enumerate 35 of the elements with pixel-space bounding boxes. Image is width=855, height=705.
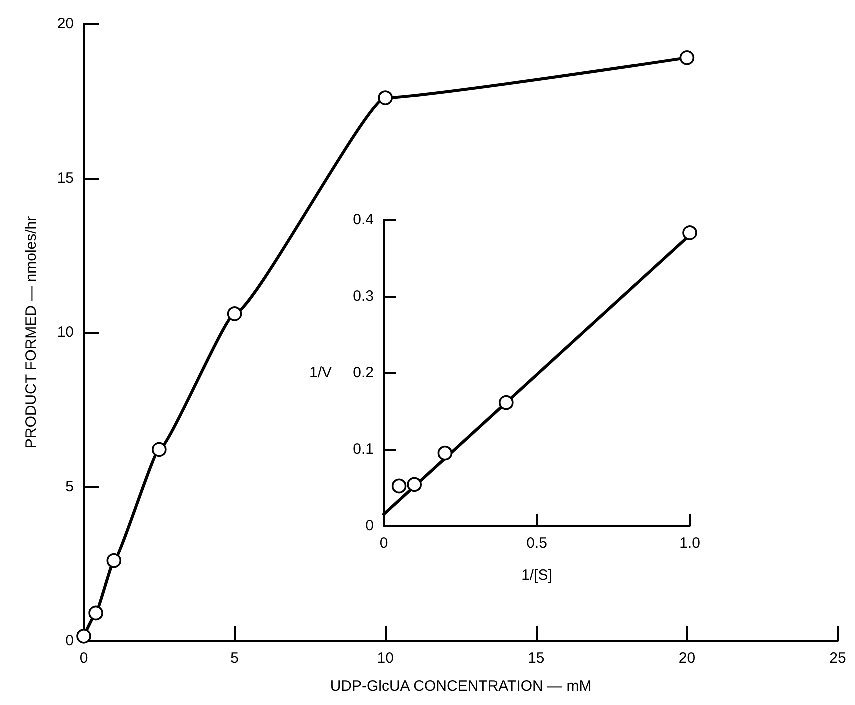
y-tick-label: 5 bbox=[66, 478, 74, 496]
x-tick-label: 15 bbox=[528, 650, 545, 667]
x-tick-label: 0 bbox=[80, 650, 88, 667]
x-tick-label: 10 bbox=[377, 650, 394, 667]
y-axis-title: 1/V bbox=[309, 364, 332, 382]
point bbox=[378, 90, 393, 106]
y-tick-label: 15 bbox=[57, 170, 74, 187]
x-axis-title: UDP-GlcUA CONCENTRATION — mM bbox=[330, 678, 592, 695]
point bbox=[680, 50, 695, 66]
y-tick-label: 10 bbox=[57, 324, 74, 341]
y-tick-label: 0.3 bbox=[353, 288, 374, 305]
x-tick-label: 0.5 bbox=[526, 535, 548, 552]
y-tick-label: 20 bbox=[57, 16, 74, 32]
x-tick-label: 0 bbox=[380, 535, 388, 552]
y-tick-label: 0.2 bbox=[353, 364, 374, 382]
x-tick-label: 5 bbox=[230, 650, 239, 667]
point bbox=[76, 628, 92, 644]
y-tick-label: 0 bbox=[366, 518, 374, 534]
y-tick-label: 0.4 bbox=[353, 212, 374, 228]
point bbox=[438, 446, 453, 461]
point bbox=[682, 226, 698, 240]
y-tick-label: 0.1 bbox=[353, 441, 374, 458]
y-axis-title: PRODUCT FORMED — nmoles/hr bbox=[23, 216, 40, 449]
y-tick-label: 0 bbox=[66, 632, 74, 650]
point bbox=[407, 477, 422, 492]
x-tick-label: 1.0 bbox=[680, 535, 700, 552]
point bbox=[499, 395, 514, 410]
x-axis-title: 1/[S] bbox=[522, 567, 552, 584]
point bbox=[88, 606, 104, 621]
point bbox=[227, 306, 242, 322]
point bbox=[106, 553, 122, 568]
x-tick-label: 25 bbox=[830, 650, 846, 667]
point bbox=[392, 478, 407, 494]
x-tick-label: 20 bbox=[678, 650, 696, 667]
point bbox=[152, 442, 167, 458]
